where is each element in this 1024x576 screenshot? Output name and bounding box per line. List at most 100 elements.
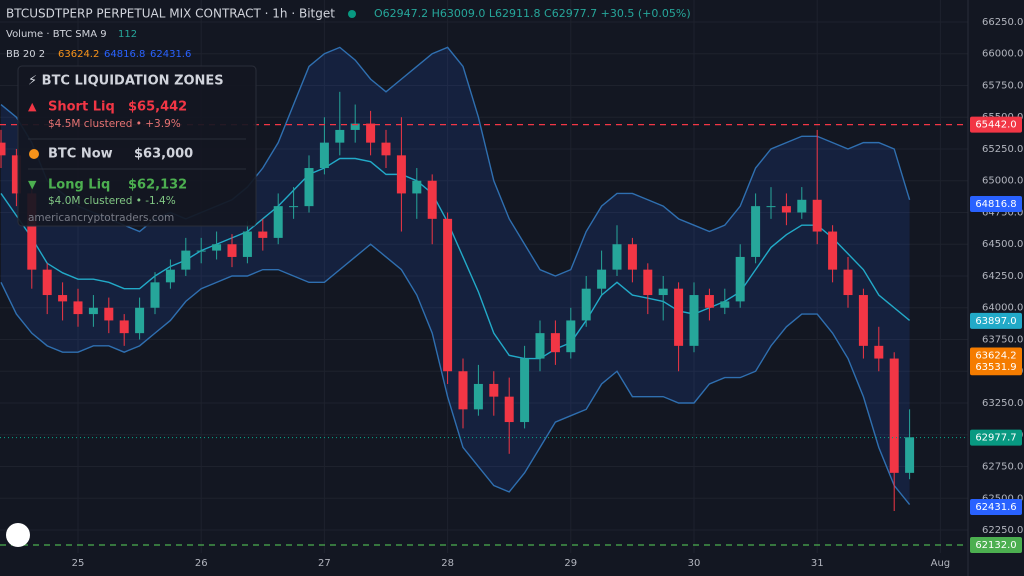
candle-body (196, 250, 206, 252)
price-label-box (970, 312, 1022, 329)
candle-body (458, 371, 468, 410)
candle-body (473, 383, 483, 410)
long-price: $62,132 (128, 178, 187, 193)
liquidation-panel: ⚡ BTC LIQUIDATION ZONES ▲ Short Liq $65,… (17, 65, 257, 227)
candle-body (443, 218, 453, 372)
short-marker: ▲ (28, 100, 37, 113)
plot (0, 0, 969, 576)
price-label-box (970, 196, 1022, 213)
y-tick-label: 62250.0 (982, 525, 1023, 536)
price-label: 62431.6 (975, 502, 1016, 513)
long-label: Long Liq (48, 178, 110, 193)
candle-body (289, 206, 299, 208)
candle-body (550, 333, 560, 353)
candle-body (396, 155, 406, 194)
candle-body (165, 269, 175, 283)
candle-body (119, 320, 129, 334)
candle-body (581, 288, 591, 321)
price-label: 63624.2 (975, 350, 1016, 361)
candle-body (874, 345, 884, 359)
y-tick-label: 65250.0 (982, 144, 1023, 155)
y-tick-label: 62750.0 (982, 462, 1023, 473)
price-label-box (970, 116, 1022, 133)
candle-body (273, 206, 283, 238)
candle-body (181, 250, 191, 270)
candle-body (828, 231, 838, 270)
y-tick-label: 66250.0 (982, 17, 1023, 28)
candle-body (319, 142, 329, 169)
bb-label: BB 20 2 (6, 49, 45, 60)
candle-body (0, 142, 6, 156)
price-label: 64816.8 (975, 199, 1016, 210)
y-tick-label: 64750.0 (982, 207, 1023, 218)
x-tick-label: 25 (72, 558, 85, 569)
y-tick-label: 63250.0 (982, 398, 1023, 409)
candle-body (258, 231, 268, 238)
overlay-line (0, 243, 911, 506)
candle-body (366, 123, 376, 143)
candle-body (350, 123, 360, 130)
candle-body (73, 301, 83, 315)
x-tick-label: Aug (931, 558, 951, 569)
candle-body (643, 269, 653, 296)
candle-body (58, 295, 68, 302)
volume-value: 112 (118, 29, 137, 40)
candle-body (520, 358, 530, 423)
candle-body (489, 383, 499, 397)
x-tick-label: 26 (195, 558, 208, 569)
bb-value: 62431.6 (150, 49, 191, 60)
bb-value: 63624.2 (58, 49, 99, 60)
y-tick-label: 63750.0 (982, 334, 1023, 345)
candle-body (905, 437, 915, 473)
panel-box (17, 65, 257, 227)
x-tick-label: 31 (811, 558, 824, 569)
candle-body (597, 269, 607, 289)
candle-body (658, 288, 668, 296)
candle-body (150, 282, 160, 308)
short-label: Short Liq (48, 100, 115, 115)
header: BTCUSDTPERP PERPETUAL MIX CONTRACT · 1h … (6, 7, 691, 61)
candle-body (751, 206, 761, 257)
overlay-line (0, 157, 911, 360)
x-tick-label: 27 (318, 558, 331, 569)
candle-body (689, 295, 699, 346)
candle-body (781, 206, 791, 213)
y-tick-label: 64000.0 (982, 303, 1023, 314)
long-detail: $4.0M clustered • -1.4% (48, 195, 176, 207)
price-label-box (970, 359, 1022, 376)
y-tick-label: 65000.0 (982, 176, 1023, 187)
price-label: 62977.7 (975, 433, 1016, 444)
candle-body (381, 142, 391, 156)
candle-body (104, 307, 114, 321)
candle-body (535, 333, 545, 359)
candle-body (227, 244, 237, 257)
ohlc-legend: O62947.2 H63009.0 L62911.8 C62977.7 +30.… (374, 7, 691, 20)
tv-logo[interactable] (6, 523, 30, 547)
x-tick-label: 28 (441, 558, 454, 569)
status-dot (348, 10, 356, 18)
candle-body (627, 244, 637, 270)
candle-body (11, 155, 21, 194)
candle-body (42, 269, 52, 296)
volume-label: Volume · BTC SMA 9 (6, 29, 107, 40)
price-label: 63531.9 (975, 362, 1016, 373)
candle-body (412, 180, 422, 194)
candle-body (720, 301, 730, 308)
chart-title: BTCUSDTPERP PERPETUAL MIX CONTRACT · 1h … (6, 7, 335, 21)
candle-body (797, 199, 807, 213)
candle-body (812, 199, 822, 232)
price-label: 65442.0 (975, 120, 1016, 131)
y-tick-label: 64250.0 (982, 271, 1023, 282)
price-label: 63897.0 (975, 316, 1016, 327)
candle-body (566, 320, 576, 353)
candle-body (135, 307, 145, 334)
short-detail: $4.5M clustered • +3.9% (48, 118, 181, 130)
candle-body (612, 244, 622, 270)
candle-body (88, 307, 98, 315)
price-label-box (970, 429, 1022, 446)
short-price: $65,442 (128, 100, 187, 115)
y-tick-label: 64500.0 (982, 239, 1023, 250)
now-price: $63,000 (134, 147, 193, 162)
